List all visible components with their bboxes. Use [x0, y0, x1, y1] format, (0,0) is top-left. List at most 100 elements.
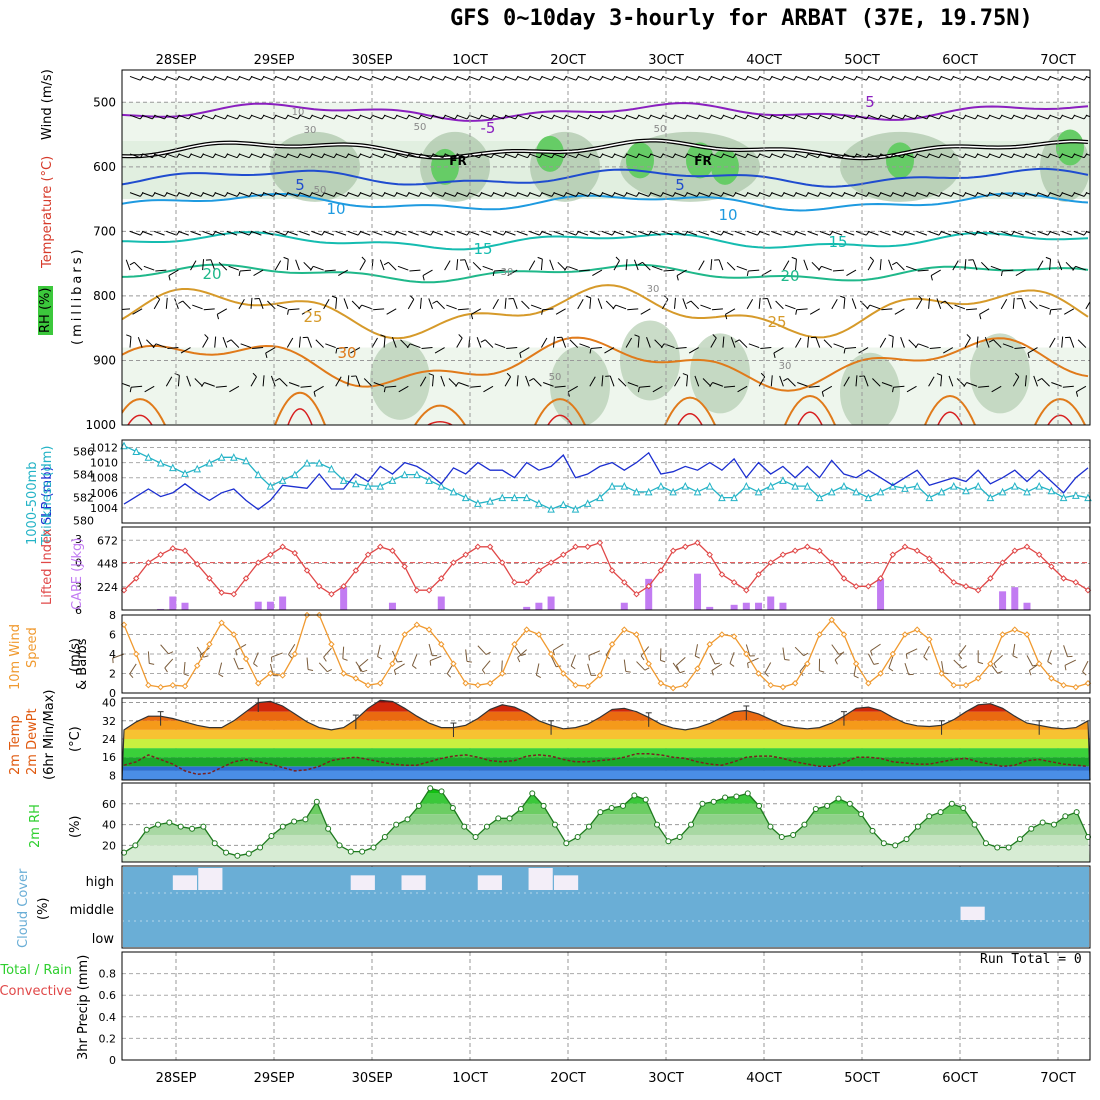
- wind-barb: [795, 75, 807, 81]
- wind-barb: [928, 114, 940, 120]
- wind-barb: [613, 192, 625, 197]
- wind-barb: [577, 153, 589, 159]
- isotherm-loop-hot: [287, 408, 313, 425]
- wind-barb: [674, 192, 686, 197]
- wind-barb: [821, 265, 832, 271]
- wind-barb: [512, 298, 518, 309]
- thickness-point: [254, 470, 263, 479]
- thickness-point: [693, 487, 702, 496]
- rh-band: [122, 102, 1090, 141]
- wind-barb: [831, 299, 838, 310]
- isotherm-label: 25: [767, 313, 786, 331]
- isotherm-label: 10: [718, 206, 737, 224]
- isotherm-loop: [664, 396, 716, 425]
- wind-speed-point: [194, 662, 201, 669]
- thickness-point: [132, 447, 141, 456]
- wind-barb: [335, 192, 347, 197]
- wind-speed-point: [950, 681, 957, 689]
- wind-barb: [262, 75, 274, 81]
- lifted-index-point: [560, 551, 567, 558]
- wind-barb: [867, 114, 879, 120]
- wind-barb-10m-flag: [323, 656, 327, 662]
- wind-barb: [480, 153, 492, 159]
- wind-barb: [784, 304, 796, 310]
- wind-barb-flag: [432, 300, 438, 304]
- wind-barb: [347, 75, 359, 81]
- lifted-index-point: [486, 543, 494, 550]
- wind-barb: [540, 337, 548, 348]
- thickness-point: [181, 469, 189, 477]
- wind-barb-flag: [537, 256, 543, 260]
- lifted-index-point: [132, 575, 140, 582]
- cloud-middle-label: middle: [70, 903, 114, 918]
- isotherm-loop-hot: [427, 421, 453, 425]
- rh-point: [1028, 825, 1035, 832]
- wind-barb: [432, 153, 444, 159]
- thickness-point: [1010, 481, 1019, 490]
- rh-point: [892, 842, 899, 849]
- thickness-point: [474, 499, 482, 507]
- wind-barb: [383, 153, 395, 159]
- wind-barb: [262, 153, 274, 159]
- wind-speed-point: [767, 681, 774, 689]
- wind-barb: [601, 75, 613, 81]
- wind-barb: [270, 375, 276, 387]
- wind-barb-10m-flag: [923, 656, 928, 661]
- wind-speed-point: [230, 631, 238, 638]
- lifted-index-point: [901, 543, 909, 550]
- wind-barb-10m: [636, 661, 646, 671]
- wind-speed-point: [755, 670, 762, 677]
- wind-barb: [250, 376, 257, 387]
- wind-barb-flag: [914, 343, 919, 349]
- wind-barb: [146, 339, 155, 348]
- temp-fill-group: [122, 700, 1090, 780]
- wind-barb: [638, 153, 649, 159]
- wind-barb: [222, 337, 228, 348]
- wind-barb: [504, 297, 507, 309]
- cape-bar: [755, 602, 763, 610]
- wind-barb-flag: [843, 348, 846, 354]
- wind-barb: [492, 114, 504, 120]
- wind-barb: [517, 114, 528, 120]
- wind-barb: [625, 153, 637, 159]
- wind-barb: [881, 382, 893, 387]
- wind-barb: [335, 153, 347, 159]
- wind-barb: [698, 114, 710, 120]
- wind-speed-point: [401, 631, 408, 638]
- wind-barb: [129, 336, 132, 348]
- cape-bar: [181, 602, 189, 610]
- wind-barb-10m-flag: [747, 663, 749, 669]
- wind-barb-flag: [358, 304, 363, 310]
- rh-contour-label: 30: [304, 125, 317, 136]
- rh-point: [824, 802, 831, 809]
- isotherm-label: 5: [295, 176, 305, 194]
- wind-barb: [688, 347, 699, 354]
- wind-speed-point: [913, 626, 921, 633]
- rh-point: [132, 842, 139, 849]
- wind-barb: [155, 343, 167, 349]
- wind-barb: [589, 153, 601, 159]
- wind-barb-10m-flag: [377, 656, 383, 660]
- wind-barb: [988, 114, 1000, 120]
- date-label-top: 3OCT: [648, 53, 684, 68]
- wind-barb: [904, 230, 915, 236]
- wind-barb: [504, 153, 516, 159]
- wind-barb: [1061, 192, 1073, 197]
- freezing-line-inner: [122, 139, 1089, 159]
- lifted-index-point: [596, 539, 604, 547]
- wind-barb-flag: [129, 387, 132, 393]
- wind-barb: [275, 192, 286, 197]
- wind-barb-flag: [821, 391, 825, 397]
- lifted-index-point: [352, 567, 360, 574]
- wind-barb: [419, 297, 422, 309]
- wind-barb-flag: [564, 266, 568, 271]
- wind-barb-10m: [218, 662, 223, 675]
- wind-barb: [952, 153, 964, 159]
- wind-speed-line: [123, 614, 1089, 689]
- wind-barb: [359, 75, 371, 81]
- rh-point: [563, 840, 570, 847]
- wind-barb-flag: [506, 372, 511, 378]
- temp-band: [122, 739, 1090, 749]
- wind-barb: [267, 300, 276, 310]
- wind-barb: [851, 298, 857, 309]
